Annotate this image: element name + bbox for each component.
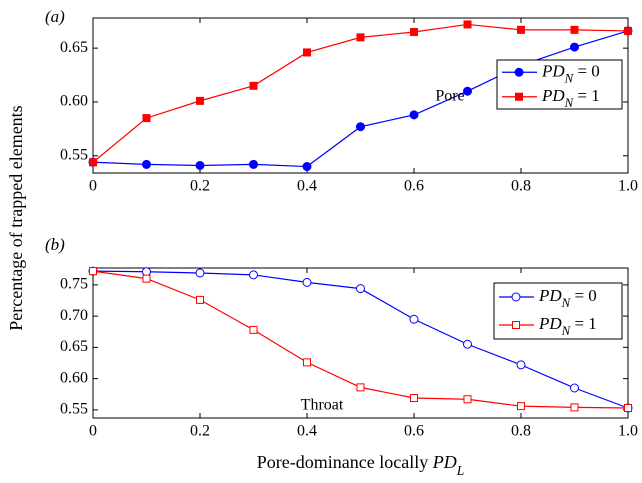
legend-marker <box>515 92 523 101</box>
marker <box>142 274 151 283</box>
x-tick-label: 0.6 <box>404 423 424 440</box>
y-tick-label: 0.60 <box>60 93 88 110</box>
marker <box>463 86 472 96</box>
marker <box>356 122 365 132</box>
legend-marker <box>514 67 524 77</box>
marker <box>463 395 472 404</box>
marker <box>249 159 258 169</box>
marker <box>624 404 632 412</box>
legend-label: PDN = 1 <box>541 86 600 110</box>
y-tick-label: 0.60 <box>60 369 88 386</box>
annotation: Pore <box>435 88 464 105</box>
marker <box>570 383 579 393</box>
marker <box>195 160 205 170</box>
x-tick-label: 0.2 <box>190 178 210 195</box>
x-tick-label: 0.6 <box>404 178 424 195</box>
marker <box>624 26 632 35</box>
legend-marker <box>512 321 520 329</box>
marker <box>356 284 365 294</box>
marker <box>303 48 311 57</box>
marker <box>570 403 579 412</box>
marker <box>410 27 418 36</box>
marker <box>409 314 419 324</box>
marker <box>570 42 579 52</box>
x-tick-label: 1.0 <box>618 423 638 440</box>
marker <box>302 162 312 172</box>
x-tick-label: 0.4 <box>297 423 317 440</box>
y-tick-label: 0.75 <box>60 276 88 293</box>
legend-label: PDN = 0 <box>538 286 597 310</box>
marker <box>463 339 472 349</box>
marker <box>196 295 204 304</box>
marker <box>516 360 526 370</box>
panel-label: (b) <box>45 235 65 254</box>
y-axis-label: Percentage of trapped elements <box>6 105 26 330</box>
marker <box>249 325 258 334</box>
x-tick-label: 0.8 <box>511 423 531 440</box>
marker <box>570 25 579 34</box>
legend <box>493 282 623 340</box>
marker <box>303 358 311 367</box>
marker <box>142 267 151 277</box>
marker <box>249 270 258 280</box>
marker <box>302 277 312 287</box>
y-tick-label: 0.65 <box>60 338 88 355</box>
annotation: Throat <box>301 397 344 414</box>
marker <box>195 268 205 278</box>
x-axis-label: Pore-dominance locally PDL <box>257 452 464 477</box>
marker <box>356 383 365 392</box>
marker <box>142 114 151 123</box>
marker <box>356 33 365 42</box>
x-tick-label: 0 <box>89 178 97 195</box>
marker <box>410 394 418 402</box>
marker <box>249 81 258 90</box>
y-tick-label: 0.70 <box>60 307 88 324</box>
legend-marker <box>511 292 521 302</box>
x-tick-label: 0.8 <box>511 178 531 195</box>
marker <box>142 159 151 169</box>
x-tick-label: 0.4 <box>297 178 317 195</box>
y-tick-label: 0.65 <box>60 39 88 56</box>
x-tick-label: 1.0 <box>618 178 638 195</box>
marker <box>409 110 419 120</box>
y-tick-label: 0.55 <box>60 146 88 163</box>
legend-label: PDN = 1 <box>538 314 597 338</box>
marker <box>89 267 97 276</box>
marker <box>517 25 525 34</box>
marker <box>517 402 525 411</box>
marker <box>196 96 204 105</box>
marker <box>89 158 97 167</box>
x-tick-label: 0.2 <box>190 423 210 440</box>
panel-label: (a) <box>45 7 65 26</box>
legend-label: PDN = 0 <box>541 61 600 85</box>
y-tick-label: 0.55 <box>60 401 88 418</box>
marker <box>463 20 472 29</box>
x-tick-label: 0 <box>89 423 97 440</box>
